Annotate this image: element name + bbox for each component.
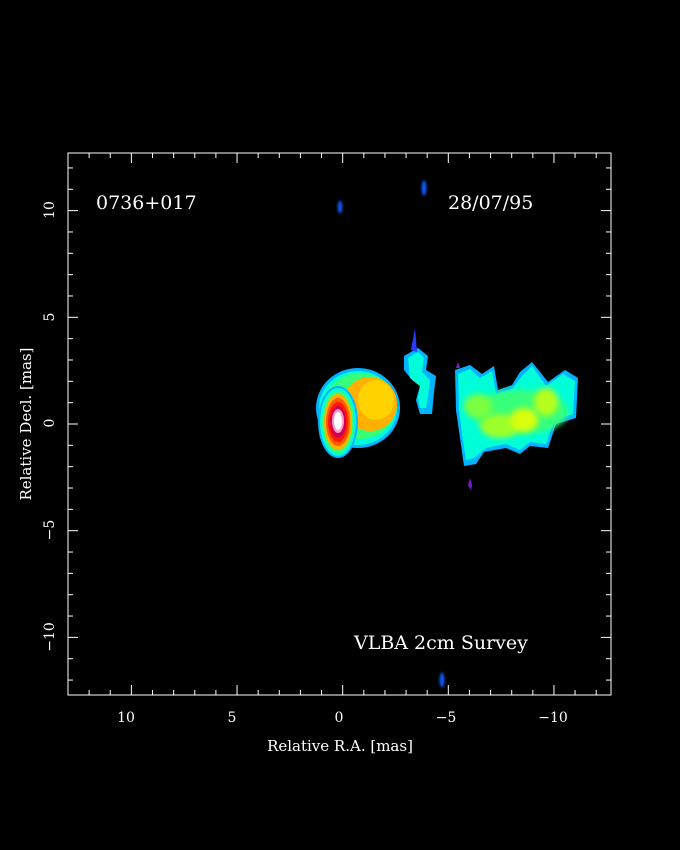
x-tick-label: −10 [538,710,568,726]
y-tick-label: 0 [42,419,58,428]
x-tick-labels: 10 5 0 −5 −10 [117,710,568,726]
source-name-label: 0736+017 [96,192,197,214]
y-axis-title: Relative Decl. [mas] [17,347,35,500]
x-axis-title: Relative R.A. [mas] [267,737,413,755]
isolated-feature-upper [337,200,343,214]
middle-knot-emission [404,328,436,414]
x-tick-label: 10 [117,710,135,726]
x-tick-label: −5 [436,710,457,726]
y-tick-label: 10 [42,201,58,219]
axis-ticks [68,153,611,695]
outer-jet-emission [455,362,578,490]
core-emission [316,368,400,458]
y-tick-label: 5 [42,313,58,322]
y-tick-labels: 10 5 0 −5 −10 [42,201,58,652]
y-tick-label: −5 [42,520,58,541]
x-tick-label: 5 [228,710,237,726]
x-tick-label: 0 [335,710,344,726]
survey-name-label: VLBA 2cm Survey [353,632,528,654]
radio-emission-image [316,180,578,688]
y-tick-label: −10 [42,622,58,652]
isolated-feature-top [421,180,427,196]
isolated-feature-bottom [439,672,445,688]
observation-date-label: 28/07/95 [448,192,533,214]
